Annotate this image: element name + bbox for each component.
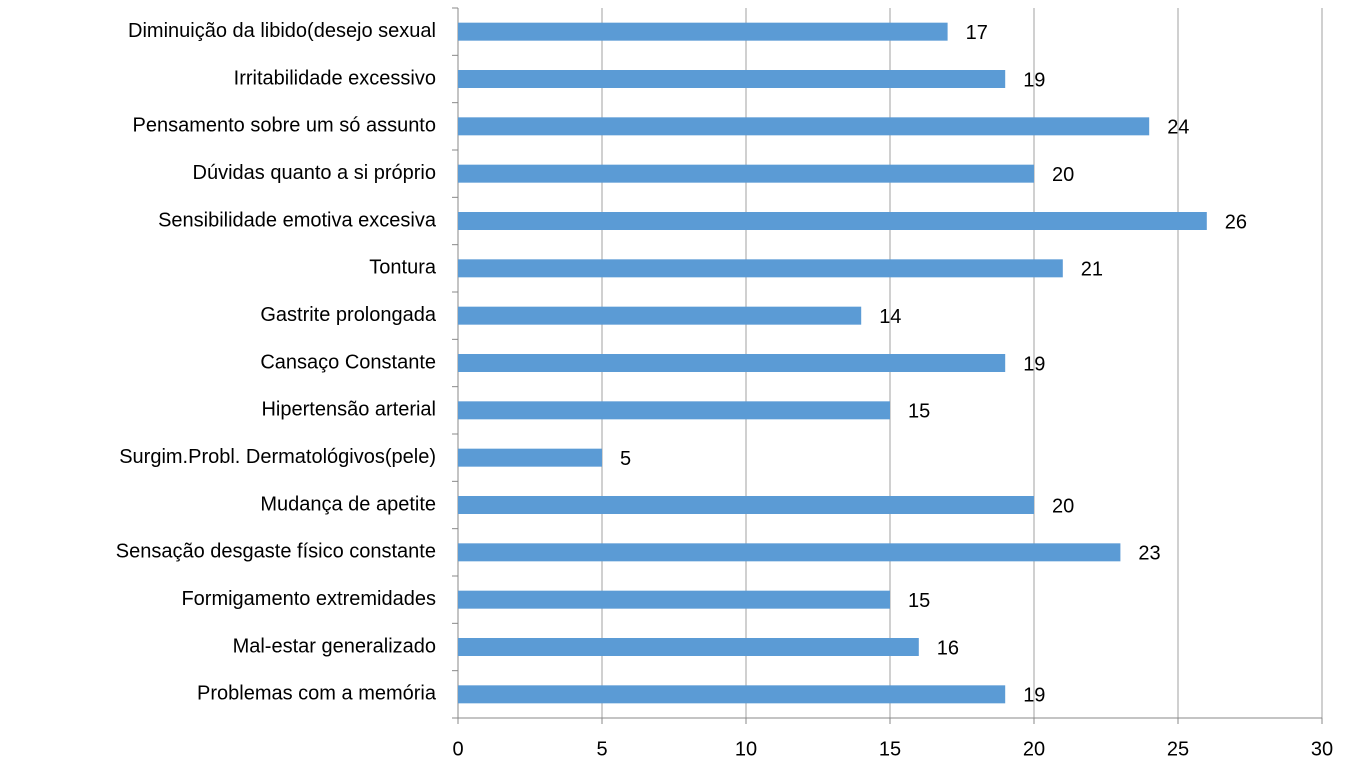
bar xyxy=(458,590,890,609)
y-tick-label: Dúvidas quanto a si próprio xyxy=(193,162,436,184)
bar xyxy=(458,22,948,41)
bar xyxy=(458,306,862,325)
bar xyxy=(458,448,602,467)
bar xyxy=(458,259,1063,278)
value-label: 20 xyxy=(1052,164,1074,186)
bar xyxy=(458,212,1207,230)
value-label: 19 xyxy=(1023,69,1045,91)
value-label: 5 xyxy=(620,448,631,470)
bar xyxy=(458,638,919,656)
value-label: 19 xyxy=(1023,685,1045,707)
x-tick-label: 30 xyxy=(1311,738,1333,760)
bar xyxy=(458,164,1034,183)
y-tick-label: Problemas com a memória xyxy=(197,683,437,705)
bar xyxy=(458,685,1006,704)
bar xyxy=(458,117,1150,136)
y-tick-label: Gastrite prolongada xyxy=(260,304,437,326)
bar xyxy=(458,354,1006,372)
y-tick-label: Sensação desgaste físico constante xyxy=(116,541,436,563)
value-label: 15 xyxy=(908,590,930,612)
y-tick-label: Formigamento extremidades xyxy=(181,588,436,610)
bar xyxy=(458,70,1006,88)
x-tick-label: 25 xyxy=(1167,738,1189,760)
value-label: 20 xyxy=(1052,495,1074,517)
x-tick-label: 20 xyxy=(1023,738,1045,760)
value-label: 21 xyxy=(1081,259,1103,281)
y-tick-label: Irritabilidade excessivo xyxy=(234,67,436,89)
y-tick-label: Diminuição da libido(desejo sexual xyxy=(128,20,436,42)
y-tick-label: Hipertensão arterial xyxy=(261,399,436,421)
value-label: 24 xyxy=(1167,117,1189,139)
y-tick-label: Cansaço Constante xyxy=(260,351,436,373)
value-label: 16 xyxy=(937,637,959,659)
bar xyxy=(458,543,1121,562)
value-label: 15 xyxy=(908,401,930,423)
x-tick-label: 0 xyxy=(452,738,463,760)
x-tick-label: 5 xyxy=(596,738,607,760)
y-tick-label: Pensamento sobre um só assunto xyxy=(132,115,436,137)
bar xyxy=(458,401,890,420)
value-label: 14 xyxy=(879,306,901,328)
bar xyxy=(458,496,1034,514)
y-tick-label: Sensibilidade emotiva excesiva xyxy=(158,209,437,231)
y-tick-label: Mudança de apetite xyxy=(260,493,436,515)
x-tick-label: 10 xyxy=(735,738,757,760)
value-label: 17 xyxy=(966,22,988,44)
y-tick-label: Surgim.Probl. Dermatológivos(pele) xyxy=(119,446,436,468)
value-label: 23 xyxy=(1138,543,1160,565)
x-tick-label: 15 xyxy=(879,738,901,760)
value-label: 19 xyxy=(1023,353,1045,375)
y-tick-label: Mal-estar generalizado xyxy=(233,635,436,657)
value-label: 26 xyxy=(1225,211,1247,233)
y-tick-label: Tontura xyxy=(369,257,437,279)
